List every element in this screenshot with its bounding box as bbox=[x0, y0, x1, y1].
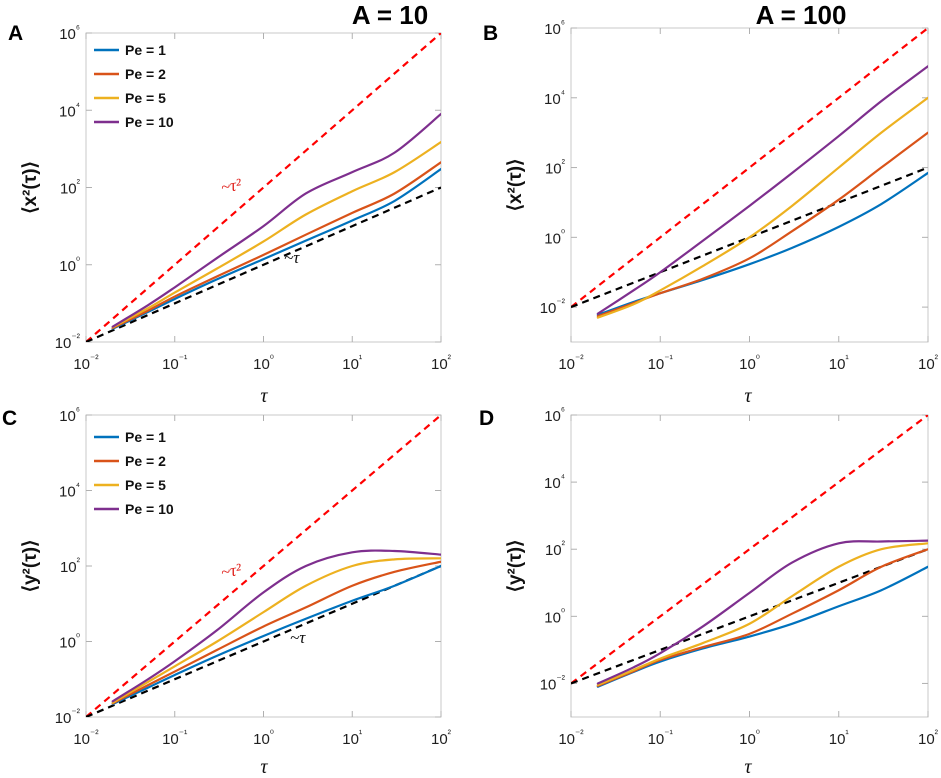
panel-A: 10⁻² 10⁻¹ 10⁰ 10¹ 10² 10⁻² 10⁰ 10² 10⁴ 10⁶ τ ⟨x²(τ)… bbox=[8, 22, 452, 407]
x-tick-label: 10⁻² bbox=[73, 729, 99, 748]
y-tick-label: 10⁶ bbox=[59, 406, 80, 425]
series-line-pe2 bbox=[111, 161, 441, 330]
column-title-a100: A = 100 bbox=[756, 0, 847, 30]
y-tick-label: 10⁻² bbox=[55, 708, 81, 727]
y-tick-label: 10⁰ bbox=[544, 607, 565, 626]
series-line-pe2 bbox=[596, 131, 928, 318]
x-tick-label: 10⁻¹ bbox=[648, 729, 674, 748]
x-tick-label: 10⁰ bbox=[253, 354, 274, 373]
panel-letter: D bbox=[479, 407, 494, 430]
plot-area bbox=[571, 415, 928, 688]
x-tick-label: 10¹ bbox=[342, 729, 363, 748]
x-tick-label: 10⁻¹ bbox=[648, 354, 674, 373]
tau-squared-reference-line bbox=[571, 28, 928, 308]
y-axis-label: ⟨x²(τ)⟩ bbox=[505, 159, 526, 212]
tau-reference-line bbox=[86, 186, 441, 342]
y-tick-label: 10² bbox=[60, 179, 81, 198]
x-axis-label: τ bbox=[260, 756, 268, 778]
x-tick-label: 10⁻¹ bbox=[162, 354, 188, 373]
tau-annotation: ~τ bbox=[290, 628, 306, 647]
x-tick-label: 10¹ bbox=[829, 354, 850, 373]
panel-letter: C bbox=[2, 407, 17, 430]
legend-label: Pe = 2 bbox=[125, 453, 166, 469]
tau-annotation: ~τ bbox=[284, 248, 300, 267]
panel-letter: A bbox=[8, 22, 23, 45]
tau-squared-reference-line bbox=[86, 415, 441, 717]
tau-reference-line bbox=[86, 564, 441, 717]
y-tick-label: 10⁴ bbox=[59, 101, 80, 120]
tau-squared-reference-line bbox=[86, 33, 441, 342]
series-line-pe10 bbox=[596, 65, 928, 315]
x-tick-label: 10⁰ bbox=[739, 729, 760, 748]
x-tick-label: 10⁻² bbox=[558, 354, 584, 373]
x-tick-label: 10² bbox=[431, 354, 452, 373]
y-tick-label: 10⁶ bbox=[544, 406, 565, 425]
y-tick-label: 10⁻² bbox=[540, 674, 566, 693]
tau-reference-line bbox=[571, 166, 928, 309]
y-axis-label: ⟨y²(τ)⟩ bbox=[505, 540, 526, 593]
legend-label: Pe = 5 bbox=[125, 90, 166, 106]
y-tick-label: 10⁶ bbox=[59, 24, 80, 43]
plot-area bbox=[571, 28, 928, 319]
legend-label: Pe = 1 bbox=[125, 42, 166, 58]
plot-area bbox=[86, 33, 441, 342]
tau-squared-reference-line bbox=[571, 415, 928, 685]
series-line-pe1 bbox=[596, 565, 928, 688]
y-tick-label: 10⁰ bbox=[544, 228, 565, 247]
y-tick-label: 10⁰ bbox=[59, 633, 80, 652]
x-tick-label: 10⁻² bbox=[73, 354, 99, 373]
x-tick-label: 10⁰ bbox=[253, 729, 274, 748]
legend-label: Pe = 10 bbox=[125, 501, 174, 517]
panel-B: 10⁻² 10⁻¹ 10⁰ 10¹ 10² 10⁻² 10⁰ 10² 10⁴ 10⁶ τ ⟨x²(τ)… bbox=[483, 19, 939, 407]
x-tick-label: 10¹ bbox=[829, 729, 850, 748]
x-tick-label: 10⁻² bbox=[558, 729, 584, 748]
x-tick-label: 10² bbox=[918, 354, 939, 373]
tau-squared-annotation: ~τ² bbox=[219, 560, 243, 582]
series-line-pe5 bbox=[596, 542, 928, 687]
column-title-a10: A = 10 bbox=[352, 0, 428, 30]
legend-label: Pe = 2 bbox=[125, 66, 166, 82]
y-tick-label: 10² bbox=[545, 540, 566, 559]
panel-D: 10⁻² 10⁻¹ 10⁰ 10¹ 10² 10⁻² 10⁰ 10² 10⁴ 10⁶ τ ⟨y²(τ)… bbox=[479, 406, 939, 778]
legend: Pe = 1 Pe = 2 Pe = 5 Pe = 10 bbox=[94, 429, 174, 517]
series-line-pe5 bbox=[111, 140, 441, 329]
legend-label: Pe = 10 bbox=[125, 114, 174, 130]
series-line-pe2 bbox=[596, 548, 928, 687]
y-tick-label: 10⁴ bbox=[544, 89, 565, 108]
axes-box bbox=[570, 27, 929, 343]
tau-squared-annotation: ~τ² bbox=[219, 175, 243, 197]
tau-reference-line bbox=[571, 548, 928, 685]
series-line-pe10 bbox=[111, 112, 441, 328]
legend: Pe = 1 Pe = 2 Pe = 5 Pe = 10 bbox=[94, 42, 174, 130]
legend-label: Pe = 5 bbox=[125, 477, 166, 493]
panel-C: 10⁻² 10⁻¹ 10⁰ 10¹ 10² 10⁻² 10⁰ 10² 10⁴ 10⁶ τ ⟨y²(τ)… bbox=[2, 406, 452, 778]
y-axis-label: ⟨x²(τ)⟩ bbox=[20, 161, 41, 214]
panel-letter: B bbox=[483, 22, 498, 45]
x-tick-label: 10² bbox=[431, 729, 452, 748]
legend-label: Pe = 1 bbox=[125, 429, 166, 445]
x-axis-label: τ bbox=[744, 756, 752, 778]
x-tick-label: 10¹ bbox=[342, 354, 363, 373]
y-tick-label: 10⁴ bbox=[59, 482, 80, 501]
y-axis-label: ⟨y²(τ)⟩ bbox=[20, 540, 41, 593]
x-axis-label: τ bbox=[260, 385, 268, 407]
y-tick-label: 10⁻² bbox=[55, 333, 81, 352]
y-tick-label: 10² bbox=[545, 159, 566, 178]
x-tick-label: 10⁻¹ bbox=[162, 729, 188, 748]
x-tick-label: 10⁰ bbox=[739, 354, 760, 373]
x-tick-label: 10² bbox=[918, 729, 939, 748]
y-tick-label: 10⁻² bbox=[540, 298, 566, 317]
y-tick-label: 10² bbox=[60, 557, 81, 576]
series-line-pe5 bbox=[596, 96, 928, 319]
y-tick-label: 10⁶ bbox=[544, 19, 565, 38]
x-axis-label: τ bbox=[744, 385, 752, 407]
y-tick-label: 10⁴ bbox=[544, 473, 565, 492]
plot-area bbox=[86, 415, 441, 717]
y-tick-label: 10⁰ bbox=[59, 256, 80, 275]
